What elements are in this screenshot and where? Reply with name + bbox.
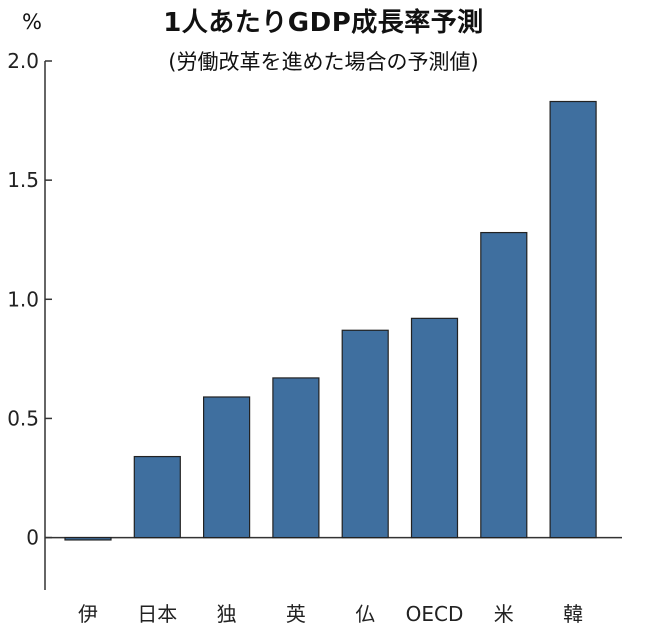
bar-4 (341, 329, 389, 539)
y-tick-label: 0 (26, 526, 39, 550)
category-label: 韓 (563, 602, 583, 626)
y-tick-label: 0.5 (7, 406, 39, 430)
bar-7 (549, 100, 597, 539)
category-label: 日本 (137, 602, 177, 626)
category-label: 英 (286, 602, 306, 626)
bar-6 (480, 231, 528, 539)
category-label: 伊 (78, 602, 98, 626)
bar-0 (64, 536, 112, 541)
chart-title: 1人あたりGDP成長率予測 (163, 8, 484, 38)
bar-1 (133, 455, 181, 539)
y-tick-label: 2.0 (7, 49, 39, 73)
category-label: 仏 (355, 602, 375, 626)
bar-2 (203, 396, 251, 539)
y-tick-label: 1.5 (7, 168, 39, 192)
y-tick-label: 1.0 (7, 287, 39, 311)
category-label: OECD (406, 602, 464, 626)
chart-subtitle: (労働改革を進めた場合の予測値) (168, 50, 479, 74)
bar-3 (272, 377, 320, 539)
category-label: 独 (217, 602, 237, 626)
bar-5 (410, 317, 459, 539)
y-unit-label: % (22, 10, 42, 34)
category-label: 米 (494, 602, 514, 626)
